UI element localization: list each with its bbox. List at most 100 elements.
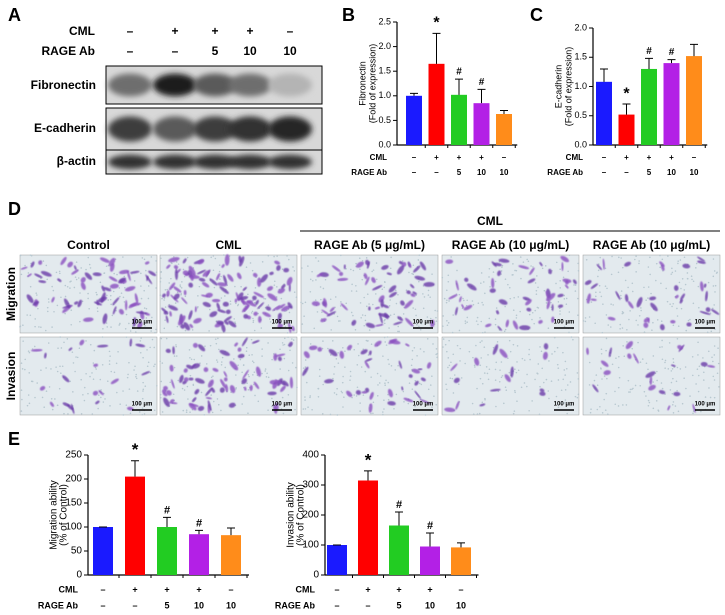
pore <box>411 358 414 361</box>
pore <box>340 301 342 303</box>
pore <box>603 375 606 377</box>
panel-letter: D <box>8 199 21 219</box>
x-row-value: – <box>228 584 233 594</box>
pore <box>395 302 398 305</box>
pore <box>72 362 75 364</box>
pore <box>317 387 320 390</box>
pore <box>697 285 700 288</box>
pore <box>618 256 620 259</box>
pore <box>557 301 560 303</box>
pore <box>508 339 511 342</box>
pore <box>276 286 278 288</box>
x-row-value: + <box>669 153 674 162</box>
pore <box>429 317 432 320</box>
cell <box>405 343 410 347</box>
pore <box>161 411 164 413</box>
pore <box>147 361 150 364</box>
pore <box>450 256 452 258</box>
pore <box>486 372 489 375</box>
cell <box>135 343 146 348</box>
pore <box>612 304 614 306</box>
cell <box>658 390 666 395</box>
cell <box>207 400 212 412</box>
column-label: CML <box>216 238 242 252</box>
y-tick-label: 1.0 <box>378 90 391 100</box>
pore <box>435 403 438 406</box>
pore <box>419 348 422 350</box>
pore <box>388 327 390 329</box>
pore <box>558 307 561 310</box>
pore <box>363 296 365 299</box>
bar <box>496 114 512 145</box>
pore <box>96 307 99 309</box>
pore <box>190 358 193 361</box>
pore <box>376 372 379 375</box>
cell <box>448 294 458 300</box>
pore <box>144 325 146 327</box>
x-row-value: 5 <box>164 600 169 610</box>
group-label: CML <box>477 214 503 228</box>
cell <box>602 258 605 270</box>
pore <box>542 381 545 384</box>
pore <box>564 399 567 401</box>
pore <box>650 292 652 295</box>
blot-band <box>228 116 272 142</box>
annotation: # <box>646 46 652 57</box>
y-tick-label: 200 <box>65 474 82 485</box>
pore <box>315 257 317 259</box>
pore <box>434 309 436 312</box>
pore <box>445 289 448 292</box>
pore <box>135 377 138 380</box>
pore <box>545 301 548 304</box>
pore <box>118 287 121 289</box>
pore <box>604 409 607 411</box>
pore <box>429 296 431 298</box>
cell <box>492 344 499 355</box>
pore <box>572 338 574 341</box>
pore <box>464 320 467 322</box>
cell <box>557 304 564 308</box>
cell <box>542 351 548 360</box>
pore <box>261 348 263 350</box>
pore <box>659 346 661 348</box>
cell <box>369 391 374 400</box>
pore <box>476 316 479 319</box>
pore <box>189 411 191 413</box>
cell <box>253 311 258 316</box>
cell <box>338 271 344 277</box>
pore <box>713 270 716 272</box>
pore <box>155 328 157 331</box>
pore <box>252 374 254 376</box>
pore <box>59 272 61 275</box>
pore <box>384 384 386 387</box>
pore <box>422 285 425 287</box>
pore <box>550 380 553 382</box>
pore <box>384 341 387 343</box>
pore <box>588 384 591 386</box>
pore <box>675 380 678 383</box>
x-row-label: RAGE Ab <box>275 600 316 610</box>
pore <box>359 268 361 270</box>
cell <box>649 376 653 386</box>
cell <box>98 390 104 396</box>
cell <box>26 294 34 304</box>
pore <box>478 412 481 415</box>
pore <box>362 348 365 350</box>
pore <box>283 337 286 340</box>
pore <box>300 301 302 304</box>
pore <box>168 303 170 306</box>
pore <box>339 305 342 307</box>
pore <box>484 292 486 295</box>
pore <box>94 366 97 369</box>
pore <box>342 406 344 408</box>
cell <box>277 318 281 325</box>
pore <box>60 347 63 349</box>
pore <box>233 358 235 360</box>
cell <box>253 291 265 298</box>
cell <box>603 370 611 376</box>
bar <box>663 63 680 145</box>
x-row-value: 10 <box>667 168 676 177</box>
pore <box>536 275 538 277</box>
pore <box>175 345 178 348</box>
pore <box>93 349 96 352</box>
